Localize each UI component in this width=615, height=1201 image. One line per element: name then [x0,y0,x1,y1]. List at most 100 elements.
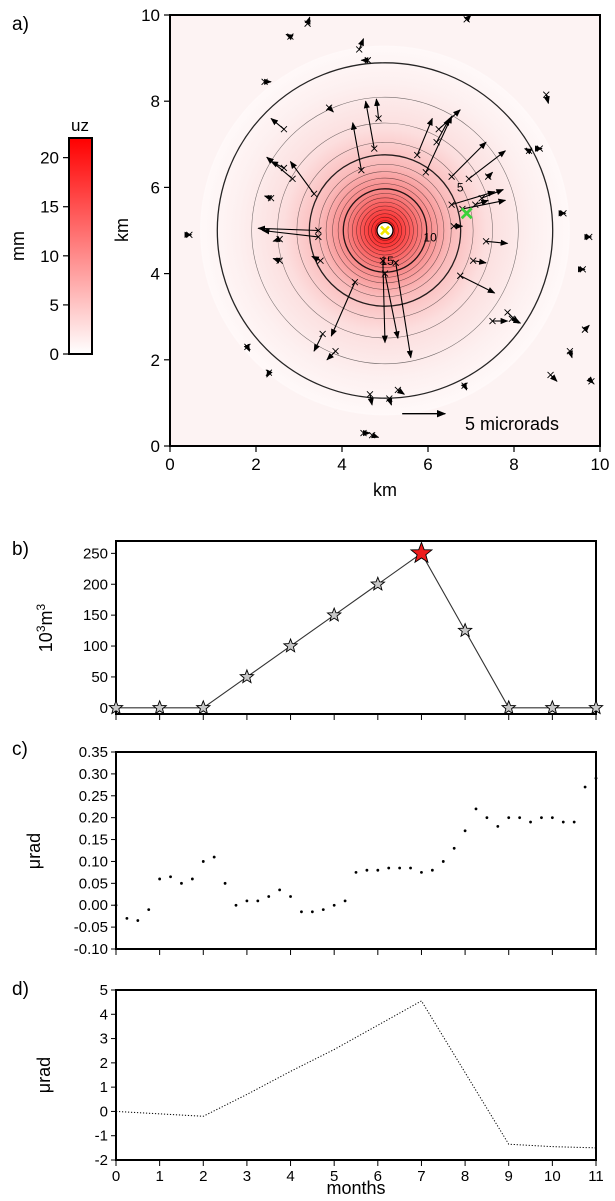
panel-c: c) -0.10 -0.05 0.00 0.05 0.10 0.15 0.20 0.25 0.3… [12,739,598,958]
volume-marker [588,699,604,715]
volume-marker [108,699,124,715]
colorbar-tick-label: 15 [40,198,59,217]
y-tick-label: 0.20 [79,810,108,827]
ylabel-base: 10 [36,632,56,652]
tilt-vector [413,117,433,159]
contour-line [251,96,519,365]
tilt-arrow [396,387,405,395]
tilt-arrow [416,117,433,156]
tilt-arrow [285,33,294,41]
tilt-arrow [507,312,519,324]
x-tick-label: 0 [165,455,174,474]
tilt-vector [272,235,283,243]
x-tick-label: 2 [251,455,260,474]
tilt-vector [435,109,461,133]
tilt-vector [272,257,283,264]
x-tick-label: 10 [591,455,610,474]
y-tick-label: 4 [100,1006,108,1023]
tilt-point [463,829,467,833]
panel-d-frame [115,989,597,1161]
y-tick-label: 150 [83,607,108,624]
y-tick-label: 0 [100,700,108,717]
tilt-arrow [586,376,595,385]
colorbar-ticks: 0 5 10 15 20 [40,149,69,364]
tilt-vector [381,270,400,340]
y-tick-label: 8 [151,92,160,111]
tilt-vector [578,265,587,273]
tilt-arrow [460,275,496,294]
tilt-vector [313,330,326,352]
panel-b-ticks: 0 50 100 150 200 250 [83,545,597,720]
tilt-vector [450,222,464,230]
panel-c-label: c) [12,739,28,760]
tilt-point [430,868,434,872]
x-tick-label: 2 [199,1168,207,1185]
tilt-point [147,908,151,911]
volume-peak-marker [409,541,434,564]
colorbar-tick-label: 20 [40,149,59,168]
volume-marker [500,699,517,715]
tilt-point [485,816,489,820]
tilt-vector [261,228,322,241]
tilt-point [278,888,282,892]
tilt-arrow [436,117,450,143]
volume-marker [369,576,386,591]
tilt-point [518,816,522,820]
tilt-arrow [371,432,380,439]
ylabel-exp1: 3 [34,625,48,632]
y-tick-label: 4 [151,265,160,284]
tilt-vector [350,121,365,174]
tilt-arrow [582,324,590,333]
y-tick-label: 0 [151,437,160,456]
contour-label: 10 [423,230,437,244]
tilt-arrow [358,37,365,50]
tilt-vector [368,431,380,439]
y-tick-label: 0.05 [79,875,108,892]
tilt-vector [469,257,487,265]
highlight-cross [460,207,473,220]
panel-a-label: a) [12,14,29,35]
x-tick-label: 3 [243,1168,251,1185]
y-tick-label: 0.25 [79,788,108,805]
tilt-point [529,820,532,824]
colorbar-tick-label: 10 [40,247,59,266]
tilt-point [387,866,391,870]
tilt-point [212,855,216,859]
panel-d: d) 0 1 2 3 4 5 6 7 8 9 10 11 -2 -1 0 1 2 3 4 5 μrad months [12,979,604,1198]
tilt-vector [478,189,504,202]
y-tick-label: 2 [151,351,160,370]
tilt-point [234,903,238,907]
tilt-point [420,870,423,874]
colorbar-title: uz [71,116,89,135]
tilt-vector [471,199,489,208]
tilt-point [365,868,369,872]
panel-c-ylabel: μrad [24,833,44,869]
tilt-vector [355,37,365,53]
tilt-vector [261,78,272,86]
panel-c-ticks: -0.10 -0.05 0.00 0.05 0.10 0.15 0.20 0.25 0.30 0.… [74,744,597,958]
x-tick-label: 7 [417,1168,425,1185]
tilt-arrow [326,104,334,113]
volume-marker [326,606,343,622]
y-tick-label: 5 [100,982,108,999]
tilt-vector [566,347,574,359]
contour-line [332,177,438,284]
tilt-point [409,866,412,870]
contour-line [337,183,433,278]
tilt-vector [363,100,378,152]
contour-line [364,209,406,252]
ylabel-unit: m [36,610,56,625]
colorbar: uz mm 0 5 10 15 20 [8,116,93,364]
contour-line [347,193,423,268]
colorbar-unit: mm [8,231,28,261]
tilt-arrow [263,195,273,202]
tilt-point [180,881,183,885]
panel-a-ylabel: km [112,218,132,242]
volume-marker [282,637,299,653]
tilt-vector [330,278,359,337]
tilt-vector [394,386,405,395]
tilt-vector [448,190,496,208]
tilt-arrow [395,262,413,359]
tilt-vector [586,376,595,385]
